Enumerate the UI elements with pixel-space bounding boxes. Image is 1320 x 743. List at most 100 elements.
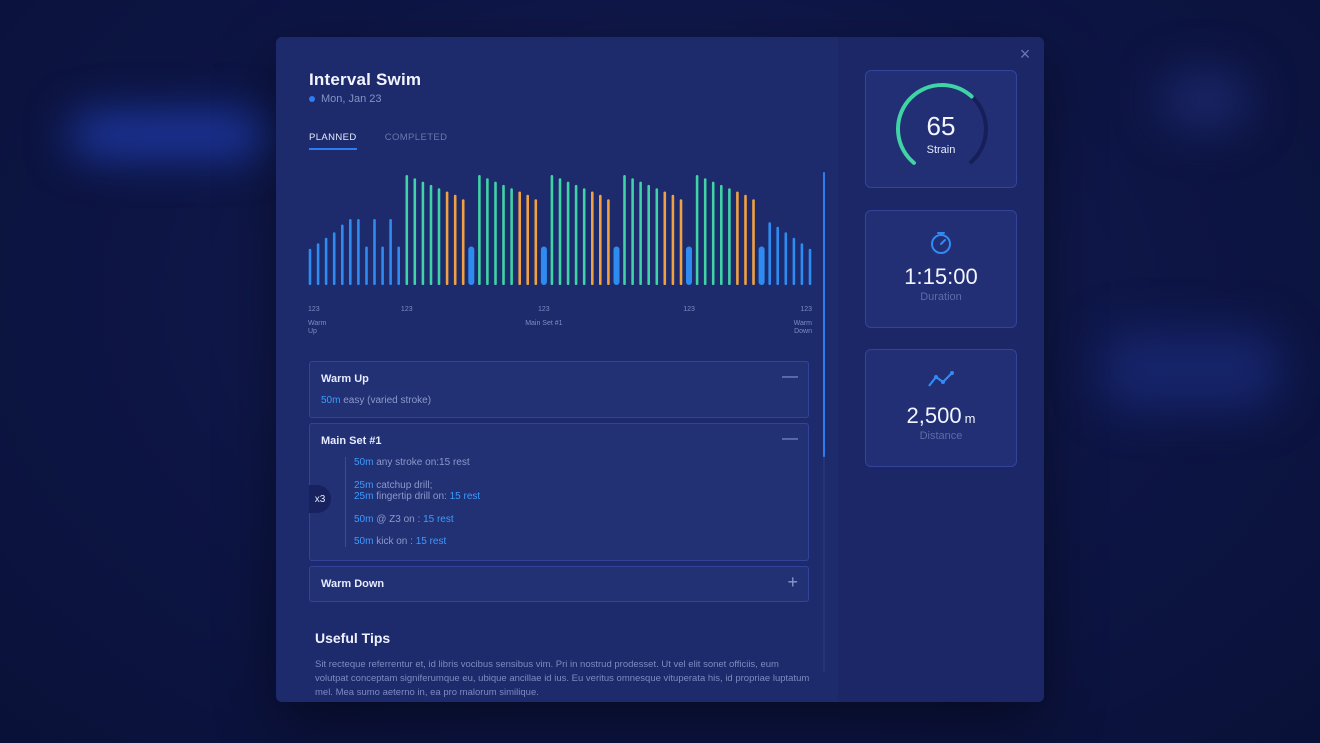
chart-bar — [540, 246, 547, 285]
chart-segment-label: Up — [308, 328, 317, 335]
strain-label: Strain — [926, 144, 956, 156]
chart-bar — [686, 246, 692, 285]
chart-bar — [316, 243, 320, 285]
trend-line-icon — [866, 369, 1016, 396]
set-distance: 50m — [354, 457, 374, 468]
chart-bar — [510, 188, 513, 285]
collapse-icon[interactable]: — — [782, 430, 798, 447]
chart-bar — [679, 199, 683, 285]
section-title: Warm Down — [321, 578, 385, 590]
date-dot-icon — [309, 96, 315, 102]
set-distance: 50m — [321, 395, 341, 406]
chart-bar — [445, 191, 449, 285]
chart-bar — [800, 243, 804, 285]
scrollbar-thumb[interactable] — [823, 172, 825, 457]
chart-bar — [808, 248, 812, 285]
gauge-icon — [896, 83, 988, 175]
chart-bar — [389, 219, 392, 285]
set-description: fingertip drill on: — [373, 491, 450, 502]
set-line: 50m easy (varied stroke) — [321, 395, 431, 406]
gauge-fill — [896, 83, 988, 175]
set-description: easy (varied stroke) — [340, 395, 432, 406]
chart-tick-label: 123 — [308, 306, 320, 313]
set-rest: 15 rest — [449, 491, 481, 502]
set-rest: 15 rest — [423, 514, 454, 525]
tips-body: Sit recteque referrentur et, id libris v… — [315, 659, 810, 698]
chart-bar — [776, 226, 779, 285]
tab-bar: PLANNED COMPLETED — [309, 132, 447, 150]
chart-bar — [663, 191, 667, 285]
chart-bar — [639, 181, 642, 285]
chart-bar — [623, 175, 626, 285]
expand-icon[interactable]: + — [787, 572, 798, 592]
chart-bar — [502, 184, 505, 285]
tips-title: Useful Tips — [315, 630, 391, 646]
close-icon[interactable]: × — [1019, 44, 1031, 64]
chart-bar — [373, 219, 376, 285]
chart-bar — [695, 175, 699, 285]
scrollbar-track[interactable] — [823, 172, 825, 672]
distance-card: 2,500 m Distance — [865, 349, 1017, 467]
chart-bar — [397, 246, 400, 285]
distance-number: 2,500 — [906, 403, 962, 428]
chart-bar — [324, 237, 328, 285]
background-panel — [1100, 330, 1280, 410]
chart-bar — [357, 219, 360, 285]
chart-bar — [534, 199, 538, 285]
chart-bar — [758, 246, 765, 285]
chart-bar — [711, 181, 715, 285]
set-description: catchup drill; — [373, 480, 433, 491]
chart-bar — [453, 194, 457, 285]
set-line: 50m any stroke on:15 rest — [354, 457, 470, 468]
chart-bar — [486, 178, 489, 285]
chart-bar — [341, 224, 344, 285]
set-line: 50m kick on : 15 rest — [354, 536, 446, 547]
collapse-icon[interactable]: — — [782, 368, 798, 385]
chart-bar — [332, 232, 336, 285]
chart-bar — [613, 246, 620, 285]
chart-bar — [591, 191, 594, 285]
set-line: 50m @ Z3 on : 15 rest — [354, 514, 454, 525]
chart-bar — [413, 178, 417, 285]
chart-bar — [744, 194, 747, 285]
chart-bar — [566, 181, 570, 285]
chart-bar — [365, 246, 368, 285]
chart-bar — [647, 184, 650, 285]
tab-completed[interactable]: COMPLETED — [384, 132, 448, 143]
chart-segment-label: Warm — [308, 320, 327, 327]
stats-pane: 65 Strain 1:15:00 Duration — [838, 37, 1044, 702]
tab-planned[interactable]: PLANNED — [309, 132, 357, 150]
chart-bar — [671, 194, 675, 285]
chart-bar — [550, 175, 554, 285]
chart-bar — [736, 191, 739, 285]
chart-bar — [655, 188, 659, 285]
chart-segment-label: Down — [794, 328, 812, 335]
section-main-set: Main Set #1 — x3 50m any stroke on:15 re… — [309, 423, 809, 561]
chart-bar — [518, 191, 521, 285]
section-title: Warm Up — [321, 373, 369, 385]
chart-tick-label: 123 — [683, 306, 695, 313]
section-title: Main Set #1 — [321, 435, 382, 447]
set-description: @ Z3 on : — [373, 514, 424, 525]
workout-date: Mon, Jan 23 — [309, 93, 382, 105]
chart-bar — [421, 181, 425, 285]
set-distance: 25m — [354, 480, 374, 491]
duration-card: 1:15:00 Duration — [865, 210, 1017, 328]
chart-bar — [381, 246, 384, 285]
chart-bar — [752, 199, 755, 285]
set-distance: 25m — [354, 491, 374, 502]
chart-bar — [728, 188, 731, 285]
distance-unit: m — [964, 411, 976, 426]
chart-tick-label: 123 — [538, 306, 550, 313]
workout-details-pane: Interval Swim Mon, Jan 23 PLANNED COMPLE… — [276, 37, 838, 702]
chart-bar — [792, 237, 796, 285]
set-divider — [345, 457, 346, 547]
workout-date-text: Mon, Jan 23 — [321, 93, 382, 105]
chart-bar — [478, 175, 481, 285]
workout-modal: Interval Swim Mon, Jan 23 PLANNED COMPLE… — [276, 37, 1044, 702]
repeat-badge: x3 — [309, 485, 331, 513]
strain-value: 65 — [926, 111, 956, 141]
chart-bar — [720, 184, 723, 285]
chart-bar — [468, 246, 475, 285]
